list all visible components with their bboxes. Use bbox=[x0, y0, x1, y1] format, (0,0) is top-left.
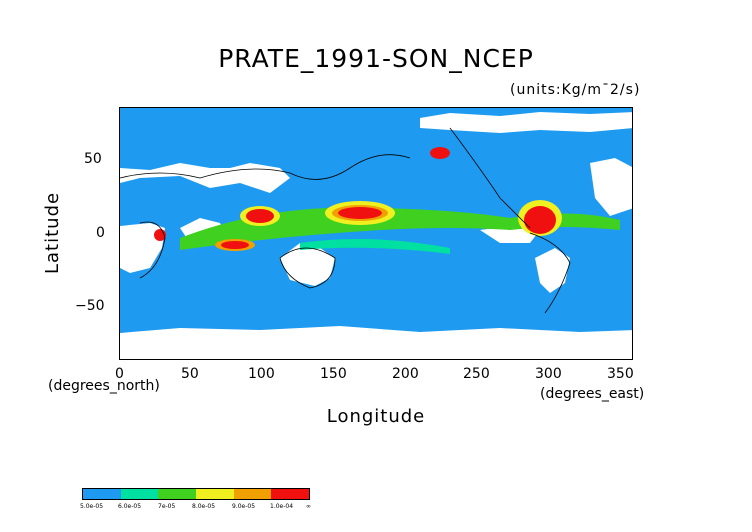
colorbar-swatch bbox=[158, 489, 197, 499]
map-plot-area bbox=[119, 107, 633, 360]
x-tick-0: 0 bbox=[115, 366, 124, 382]
x-tick-200: 200 bbox=[392, 366, 419, 382]
precipitation-map bbox=[120, 112, 632, 359]
coastlines bbox=[120, 127, 571, 314]
x-tick-350: 350 bbox=[607, 366, 634, 382]
x-tick-250: 250 bbox=[463, 366, 490, 382]
y-tick-neg50: −50 bbox=[75, 298, 105, 314]
colorbar-swatch bbox=[233, 489, 272, 499]
x-axis-label: Longitude bbox=[326, 406, 426, 427]
x-tick-100: 100 bbox=[248, 366, 275, 382]
x-unit-note: (degrees_east) bbox=[540, 386, 645, 402]
colorbar-label: 9.0e-05 bbox=[232, 503, 256, 510]
y-unit-note: (degrees_north) bbox=[48, 378, 160, 394]
colorbar-swatch bbox=[120, 489, 159, 499]
map-title: PRATE_1991-SON_NCEP bbox=[218, 44, 534, 73]
x-tick-300: 300 bbox=[535, 366, 562, 382]
missing-data-regions bbox=[120, 112, 632, 359]
colorbar bbox=[82, 488, 310, 500]
colorbar-label: ∞ bbox=[306, 503, 311, 510]
y-axis-label: Latitude bbox=[42, 191, 63, 274]
x-tick-150: 150 bbox=[320, 366, 347, 382]
colorbar-label: 1.0e-04 bbox=[270, 503, 294, 510]
y-tick-50: 50 bbox=[84, 151, 102, 167]
colorbar-swatch bbox=[196, 489, 234, 499]
colorbar-label: 7e-05 bbox=[158, 503, 176, 510]
colorbar-swatch bbox=[271, 489, 310, 499]
x-tick-50: 50 bbox=[181, 366, 199, 382]
colorbar-label: 6.0e-05 bbox=[118, 503, 142, 510]
precip-green-band bbox=[180, 207, 620, 254]
colorbar-label: 5.0e-05 bbox=[80, 503, 104, 510]
colorbar-label: 8.0e-05 bbox=[192, 503, 216, 510]
y-tick-0: 0 bbox=[96, 225, 105, 241]
units-label: (units:Kg/m¯2/s) bbox=[510, 82, 641, 98]
colorbar-swatch bbox=[83, 489, 121, 499]
